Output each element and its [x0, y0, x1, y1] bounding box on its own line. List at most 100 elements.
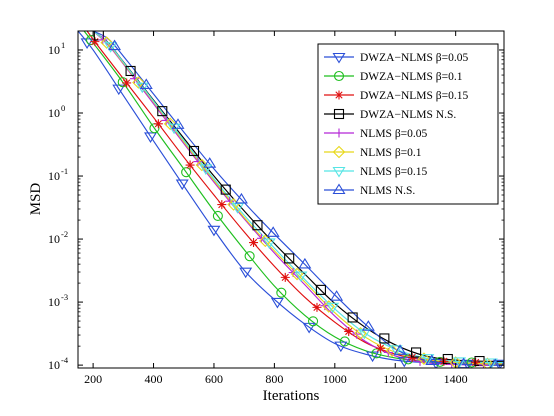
y-tick-label: 10 [48, 295, 60, 309]
series-2-marker [181, 167, 192, 178]
series-8-marker [234, 192, 248, 204]
x-tick-label: 1000 [323, 372, 347, 386]
series-7-marker [326, 302, 340, 314]
series-6-marker [195, 158, 209, 172]
series-7-marker [104, 42, 118, 53]
series-4-marker [220, 184, 231, 195]
series-2-marker [371, 348, 382, 359]
series-5-marker [193, 157, 203, 167]
series-3-marker [90, 37, 100, 47]
series-5-marker [161, 115, 171, 125]
legend-label-8: NLMS N.S. [360, 185, 415, 197]
series-3-marker [471, 357, 481, 367]
series-7-marker [421, 354, 435, 365]
series-6-marker [354, 327, 367, 340]
tick-layer: 200 400 600 800 1000 1200 140010-410-310-210-1… [48, 30, 504, 386]
series-2-marker [276, 287, 287, 298]
legend-label-7: NLMS β=0.15 [360, 166, 428, 178]
y-tick-label: 10 [48, 232, 60, 246]
series-8-marker [425, 354, 439, 365]
series-8-marker [393, 344, 407, 355]
legend-marker-4 [333, 108, 345, 120]
x-tick-label: 1400 [444, 372, 468, 386]
series-line-1 [78, 31, 504, 365]
series-2-marker [212, 210, 223, 221]
series-4-marker [188, 145, 200, 157]
legend-label-3: DWZA−NLMS β=0.15 [360, 90, 469, 102]
series-8-marker [266, 226, 280, 237]
legend-box [317, 43, 499, 205]
series-8-marker [203, 157, 217, 168]
legend-marker-1 [332, 52, 346, 64]
y-tick-label: 10 [48, 43, 60, 57]
x-axis-title: Iterations [263, 388, 320, 404]
series-6-marker [132, 76, 145, 89]
series-3-marker [344, 326, 354, 336]
legend-label-6: NLMS β=0.1 [360, 147, 422, 159]
series-8-marker [108, 39, 122, 51]
series-4-marker [442, 353, 453, 365]
series-2-marker [308, 316, 319, 327]
series-1-marker [207, 225, 221, 237]
series-4-marker [284, 253, 295, 264]
x-tick-label: 800 [265, 372, 283, 386]
y-tick-label: 10 [48, 106, 60, 120]
series-3-marker [312, 302, 322, 312]
y-axis-title: MSD [28, 183, 44, 216]
series-6-marker [163, 117, 177, 131]
series-7-marker [389, 345, 403, 356]
y-tick-label: 10 [48, 358, 60, 372]
series-6-marker [481, 357, 494, 368]
legend-marker-2 [333, 70, 345, 82]
series-3-marker [122, 78, 132, 88]
y-tick-exponent: 1 [61, 40, 65, 50]
series-2-marker [244, 251, 255, 262]
series-6-marker [385, 344, 399, 357]
series-4-marker [125, 65, 136, 77]
series-3-marker [217, 200, 227, 210]
series-8-marker [489, 358, 502, 368]
y-tick-label: 10 [48, 169, 60, 183]
marker-layer [80, 31, 504, 368]
series-3-marker [439, 356, 449, 366]
series-8-marker [361, 320, 375, 331]
series-8-marker [330, 290, 344, 301]
series-8-marker [171, 118, 185, 129]
series-8-marker [298, 257, 312, 269]
legend-marker-5 [334, 128, 344, 138]
legend-label-4: DWZA−NLMS N.S. [360, 109, 456, 121]
legend-label-2: DWZA−NLMS β=0.1 [360, 71, 463, 83]
series-7-marker [484, 358, 498, 368]
y-tick-exponent: -1 [61, 166, 68, 176]
series-3-marker [185, 160, 195, 170]
series-1-marker [239, 267, 253, 279]
series-7-marker [262, 238, 276, 250]
series-6-marker [322, 300, 336, 313]
series-3-marker [153, 119, 163, 129]
series-3-marker [249, 238, 259, 248]
series-7-marker [135, 82, 149, 94]
series-1-marker [270, 297, 284, 309]
series-5-marker [225, 196, 235, 206]
series-4-marker [411, 347, 422, 358]
x-tick-label: 200 [84, 372, 102, 386]
series-1-marker [175, 179, 189, 191]
series-line-8 [92, 31, 504, 366]
y-tick-exponent: -3 [61, 292, 68, 302]
series-3-marker [280, 272, 290, 282]
series-4-marker [315, 284, 326, 295]
y-tick-exponent: -2 [61, 229, 68, 239]
legend: DWZA−NLMS β=0.05 DWZA−NLMS β=0.1 DWZA−NLMS… [317, 43, 499, 205]
legend-marker-8 [332, 183, 346, 195]
series-4-marker [347, 312, 358, 323]
series-8-marker [139, 78, 153, 89]
series-7-marker [453, 357, 467, 368]
legend-label-1: DWZA−NLMS β=0.05 [360, 52, 469, 64]
series-3-marker [375, 343, 385, 353]
series-4-marker [379, 333, 390, 344]
series-6-marker [100, 36, 113, 49]
series-4-marker [252, 220, 263, 231]
series-6-marker [417, 352, 431, 365]
legend-marker-7 [332, 166, 346, 178]
